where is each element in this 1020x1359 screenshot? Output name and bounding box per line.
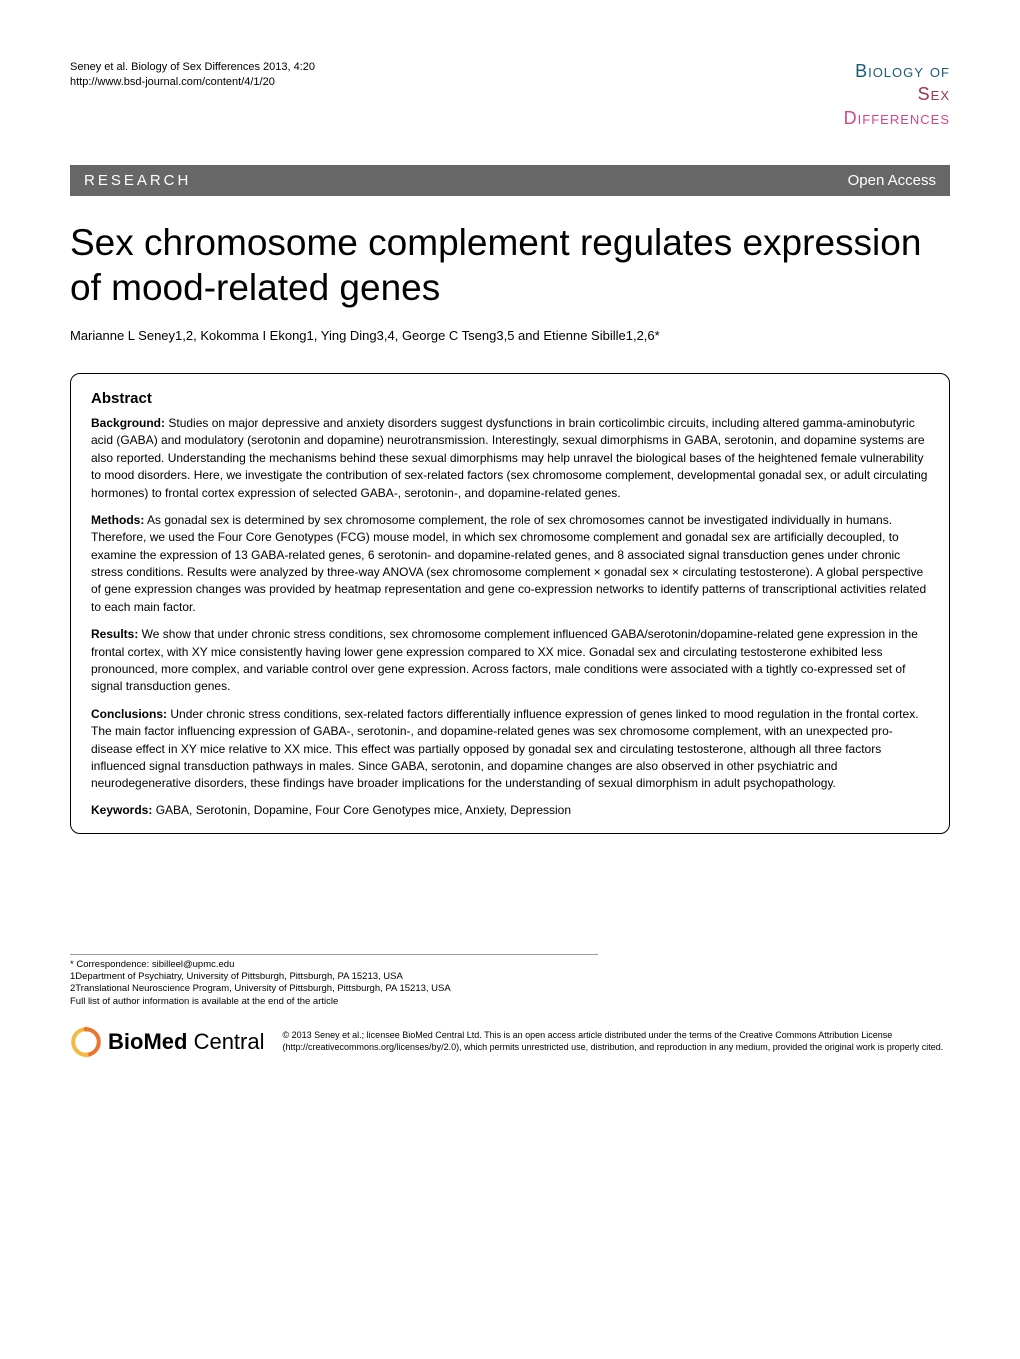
abstract-methods: Methods: As gonadal sex is determined by… [91, 512, 929, 616]
header-row: Seney et al. Biology of Sex Differences … [70, 60, 950, 130]
citation-block: Seney et al. Biology of Sex Differences … [70, 60, 315, 91]
article-title: Sex chromosome complement regulates expr… [70, 221, 950, 310]
background-label: Background: [91, 416, 165, 430]
results-text: We show that under chronic stress condit… [91, 627, 918, 693]
article-type-label: RESEARCH [84, 172, 191, 189]
affiliation-more: Full list of author information is avail… [70, 996, 598, 1008]
abstract-results: Results: We show that under chronic stre… [91, 626, 929, 696]
biomed-central-logo: BioMed Central [70, 1026, 265, 1058]
correspondence-email: * Correspondence: sibilleel@upmc.edu [70, 959, 598, 971]
journal-logo: Biology of Sex Differences [844, 60, 950, 130]
bmc-logo-icon [70, 1026, 102, 1058]
methods-text: As gonadal sex is determined by sex chro… [91, 513, 926, 614]
background-text: Studies on major depressive and anxiety … [91, 416, 927, 500]
bmc-bold-text: BioMed [108, 1029, 187, 1054]
keywords-text: GABA, Serotonin, Dopamine, Four Core Gen… [152, 803, 571, 817]
abstract-background: Background: Studies on major depressive … [91, 415, 929, 502]
abstract-box: Abstract Background: Studies on major de… [70, 373, 950, 834]
affiliation-1: 1Department of Psychiatry, University of… [70, 971, 598, 983]
open-access-label: Open Access [848, 172, 936, 189]
correspondence-block: * Correspondence: sibilleel@upmc.edu 1De… [70, 954, 598, 1008]
page-container: Seney et al. Biology of Sex Differences … [0, 0, 1020, 1098]
copyright-text: © 2013 Seney et al.; licensee BioMed Cen… [283, 1030, 951, 1053]
keywords-label: Keywords: [91, 803, 152, 817]
bmc-logo-text: BioMed Central [108, 1028, 265, 1057]
abstract-heading: Abstract [91, 390, 929, 407]
citation-line-1: Seney et al. Biology of Sex Differences … [70, 60, 315, 75]
conclusions-label: Conclusions: [91, 707, 167, 721]
abstract-keywords: Keywords: GABA, Serotonin, Dopamine, Fou… [91, 803, 929, 817]
logo-sex-text: Sex [844, 83, 950, 106]
author-list: Marianne L Seney1,2, Kokomma I Ekong1, Y… [70, 328, 950, 343]
bmc-light-text: Central [187, 1029, 264, 1054]
affiliation-2: 2Translational Neuroscience Program, Uni… [70, 983, 598, 995]
methods-label: Methods: [91, 513, 144, 527]
abstract-conclusions: Conclusions: Under chronic stress condit… [91, 706, 929, 793]
logo-differences-text: Differences [844, 107, 950, 130]
citation-url: http://www.bsd-journal.com/content/4/1/2… [70, 75, 315, 90]
logo-biology-text: Biology of [844, 60, 950, 83]
footer-area: * Correspondence: sibilleel@upmc.edu 1De… [70, 954, 950, 1058]
article-type-banner: RESEARCH Open Access [70, 165, 950, 196]
biomed-central-row: BioMed Central © 2013 Seney et al.; lice… [70, 1026, 950, 1058]
results-label: Results: [91, 627, 138, 641]
conclusions-text: Under chronic stress conditions, sex-rel… [91, 707, 919, 791]
